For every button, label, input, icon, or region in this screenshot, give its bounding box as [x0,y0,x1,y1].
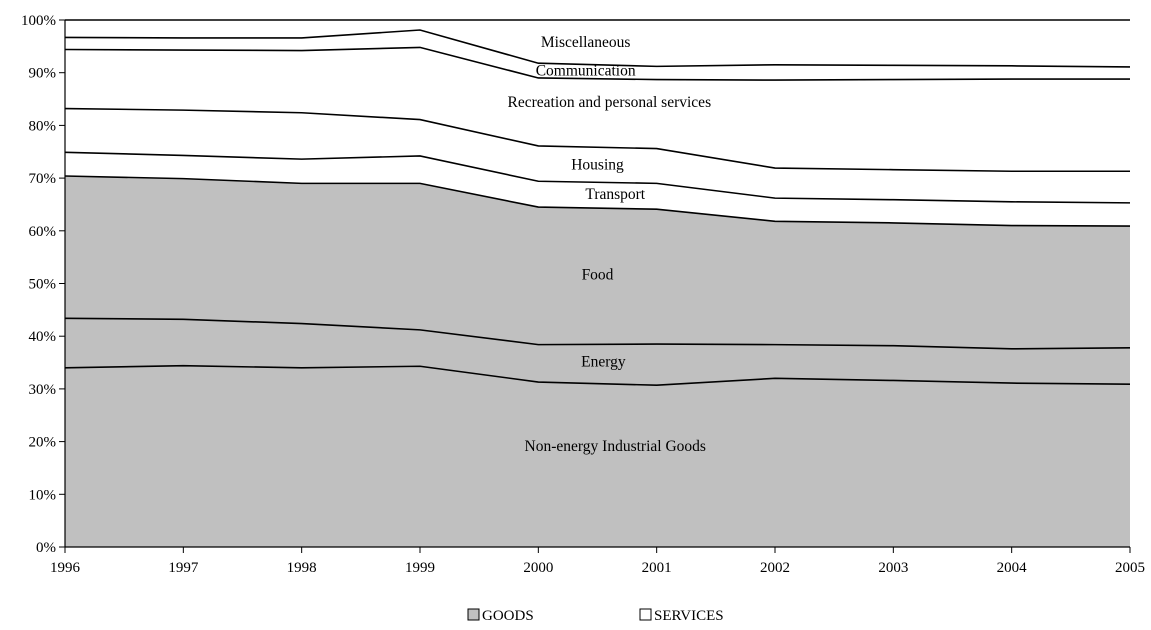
x-tick-label: 1996 [50,560,81,576]
legend: GOODS SERVICES [467,608,724,624]
band-transport [65,152,1130,227]
band-label-food: Food [582,267,614,284]
series-line-food [64,175,1131,227]
x-tick-label: 1997 [168,560,199,576]
band-labels: Miscellaneous Communication Recreation and… [508,34,712,455]
y-tick-label: 10% [29,487,57,503]
y-tick-label: 40% [29,329,57,345]
x-tick-label: 2000 [523,560,553,576]
band-label-housing: Housing [571,156,624,173]
band-miscellaneous [65,20,1130,67]
x-tick-label: 2001 [642,560,672,576]
band-label-non-energy-industrial-goods: Non-energy Industrial Goods [525,438,706,455]
legend-label-goods: GOODS [482,608,534,624]
plot-area [64,19,1131,547]
y-tick-label: 80% [29,118,57,134]
y-tick-label: 50% [29,277,57,293]
y-tick-label: 90% [29,66,57,82]
x-tick-label: 2005 [1115,560,1145,576]
band-non-energy-industrial-goods [65,365,1130,547]
x-tick-label: 1998 [287,560,317,576]
series-line-non-energy-industrial-goods [64,364,1131,387]
series-line-transport [64,151,1131,204]
series-line-recreation-and-personal-services [64,46,1130,81]
y-tick-label: 60% [29,224,57,240]
y-tick-label: 100% [21,13,56,29]
x-tick-label: 2002 [760,560,790,576]
band-label-recreation-and-personal-services: Recreation and personal services [508,94,712,111]
band-label-transport: Transport [585,186,645,203]
band-housing [65,108,1130,203]
band-food [65,175,1130,349]
x-axis: 1996 1997 1998 1999 2000 2001 2002 2003 2004 2005 [50,546,1145,576]
series-line-housing [64,107,1130,173]
band-energy [65,318,1130,386]
y-tick-label: 0% [36,540,56,556]
y-axis: 0% 10% 20% 30% 40% 50% 60% 70% 80% 90% 100% [21,13,66,556]
series-line-energy [64,317,1131,350]
band-communication [65,30,1130,81]
y-tick-label: 20% [29,435,57,451]
legend-swatch-goods [467,608,480,621]
band-label-energy: Energy [581,353,626,370]
x-tick-label: 2003 [878,560,908,576]
band-label-miscellaneous: Miscellaneous [541,34,631,51]
legend-swatch-services [639,608,652,621]
y-tick-label: 70% [29,171,57,187]
band-label-communication: Communication [536,63,636,80]
legend-label-services: SERVICES [654,608,724,624]
x-tick-label: 1999 [405,560,435,576]
series-line-communication [64,29,1131,68]
x-tick-label: 2004 [997,560,1028,576]
y-tick-label: 30% [29,382,57,398]
band-recreation-and-personal-services [65,47,1130,172]
